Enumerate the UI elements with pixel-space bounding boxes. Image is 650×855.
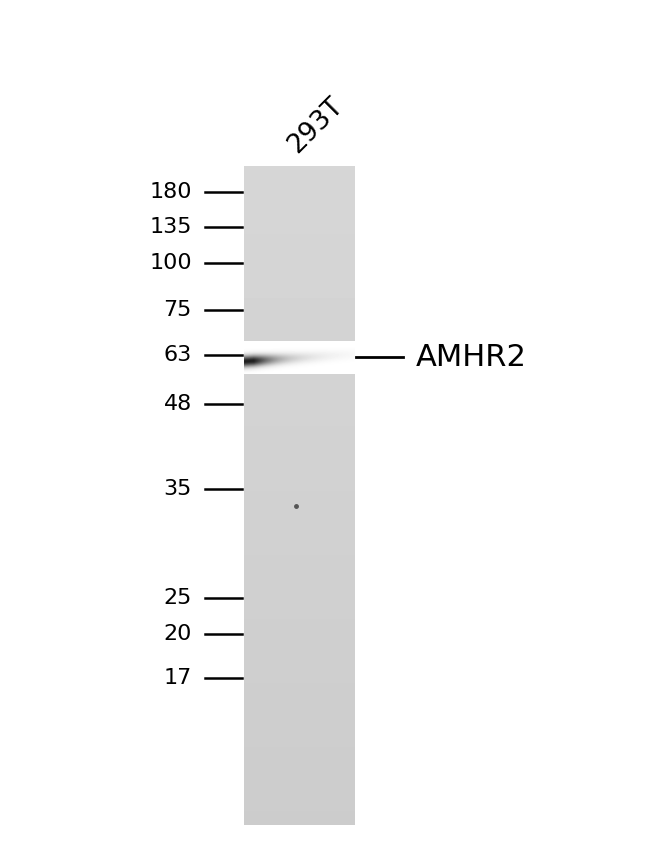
Text: 135: 135 (150, 216, 192, 237)
Text: 100: 100 (149, 253, 192, 274)
Text: 25: 25 (163, 588, 192, 609)
Text: 63: 63 (164, 345, 192, 365)
Text: 48: 48 (164, 394, 192, 415)
Text: 293T: 293T (283, 93, 348, 158)
Text: 17: 17 (164, 668, 192, 688)
Text: 180: 180 (150, 182, 192, 203)
Text: AMHR2: AMHR2 (416, 343, 527, 372)
Text: 35: 35 (163, 479, 192, 499)
Text: 20: 20 (163, 624, 192, 645)
Text: 75: 75 (163, 299, 192, 320)
